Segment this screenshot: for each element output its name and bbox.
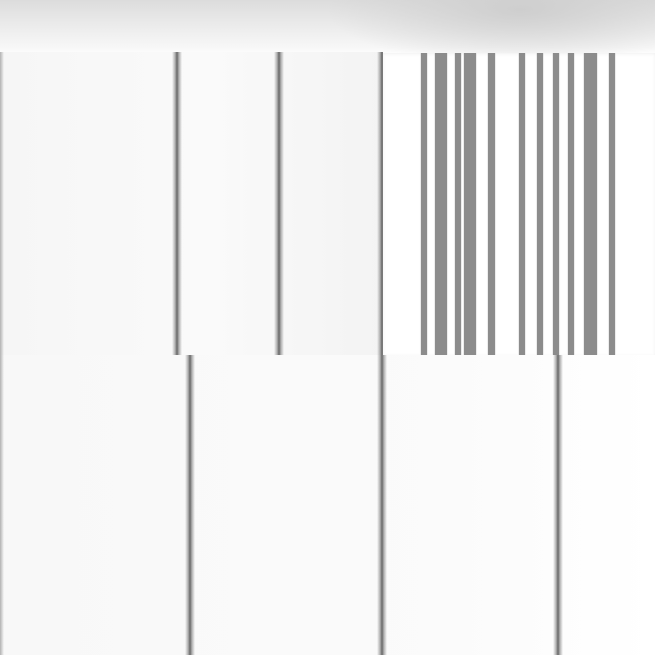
barcode-stripe	[488, 53, 495, 355]
barcode-stripe	[435, 53, 447, 355]
barcode-stripe	[584, 53, 597, 355]
soft-vertical-line	[172, 52, 182, 355]
barcode-stripe	[568, 53, 574, 355]
soft-vertical-line	[377, 355, 387, 655]
top-left-panel	[0, 52, 383, 355]
barcode-stripe	[464, 53, 476, 355]
top-gradient-haze	[0, 0, 655, 56]
soft-vertical-line	[553, 355, 563, 655]
barcode-stripe	[609, 53, 615, 355]
barcode-stripe	[537, 53, 543, 355]
soft-vertical-line	[185, 355, 195, 655]
barcode-stripe	[553, 53, 559, 355]
left-edge-shadow	[0, 355, 4, 655]
top-right-barcode-panel	[383, 53, 655, 355]
barcode-stripe	[421, 53, 427, 355]
soft-vertical-line	[377, 52, 383, 355]
left-edge-shadow	[0, 52, 4, 355]
barcode-stripe	[519, 53, 525, 355]
barcode-stripe	[455, 53, 461, 355]
bottom-panel	[0, 355, 655, 655]
soft-vertical-line	[274, 52, 284, 355]
